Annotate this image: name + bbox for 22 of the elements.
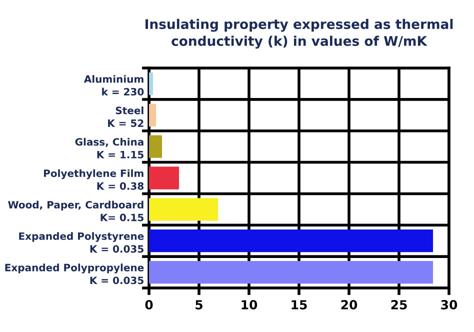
y-tick-label: Aluminium k = 230	[84, 75, 144, 96]
y-tick-label: Expanded Polystyrene K = 0.035	[19, 232, 144, 253]
x-tick-label: 20	[341, 300, 358, 310]
y-tick-label: Polyethylene Film K = 0.38	[44, 169, 144, 190]
x-tick-label: 30	[441, 300, 458, 310]
bar	[149, 166, 179, 190]
chart-title: Insulating property expressed as thermal conductivity (k) in values of W/mK	[146, 18, 453, 49]
bar	[149, 72, 153, 96]
bar	[149, 198, 218, 221]
y-tick-label: Glass, China K = 1.15	[75, 138, 144, 158]
x-tick-label: 15	[292, 300, 307, 310]
x-tick-label: 25	[391, 300, 407, 310]
y-tick-label: Steel K = 52	[108, 106, 144, 127]
bar	[149, 104, 156, 126]
x-tick-label: 0	[145, 300, 153, 310]
x-tick-label: 10	[242, 300, 258, 310]
bar	[149, 230, 433, 252]
bar	[149, 260, 433, 284]
bar	[149, 135, 162, 158]
y-tick-label: Wood, Paper, Cardboard K= 0.15	[8, 200, 144, 222]
y-tick-label: Expanded Polypropylene K = 0.035	[5, 264, 144, 284]
x-tick-label: 5	[196, 300, 202, 310]
